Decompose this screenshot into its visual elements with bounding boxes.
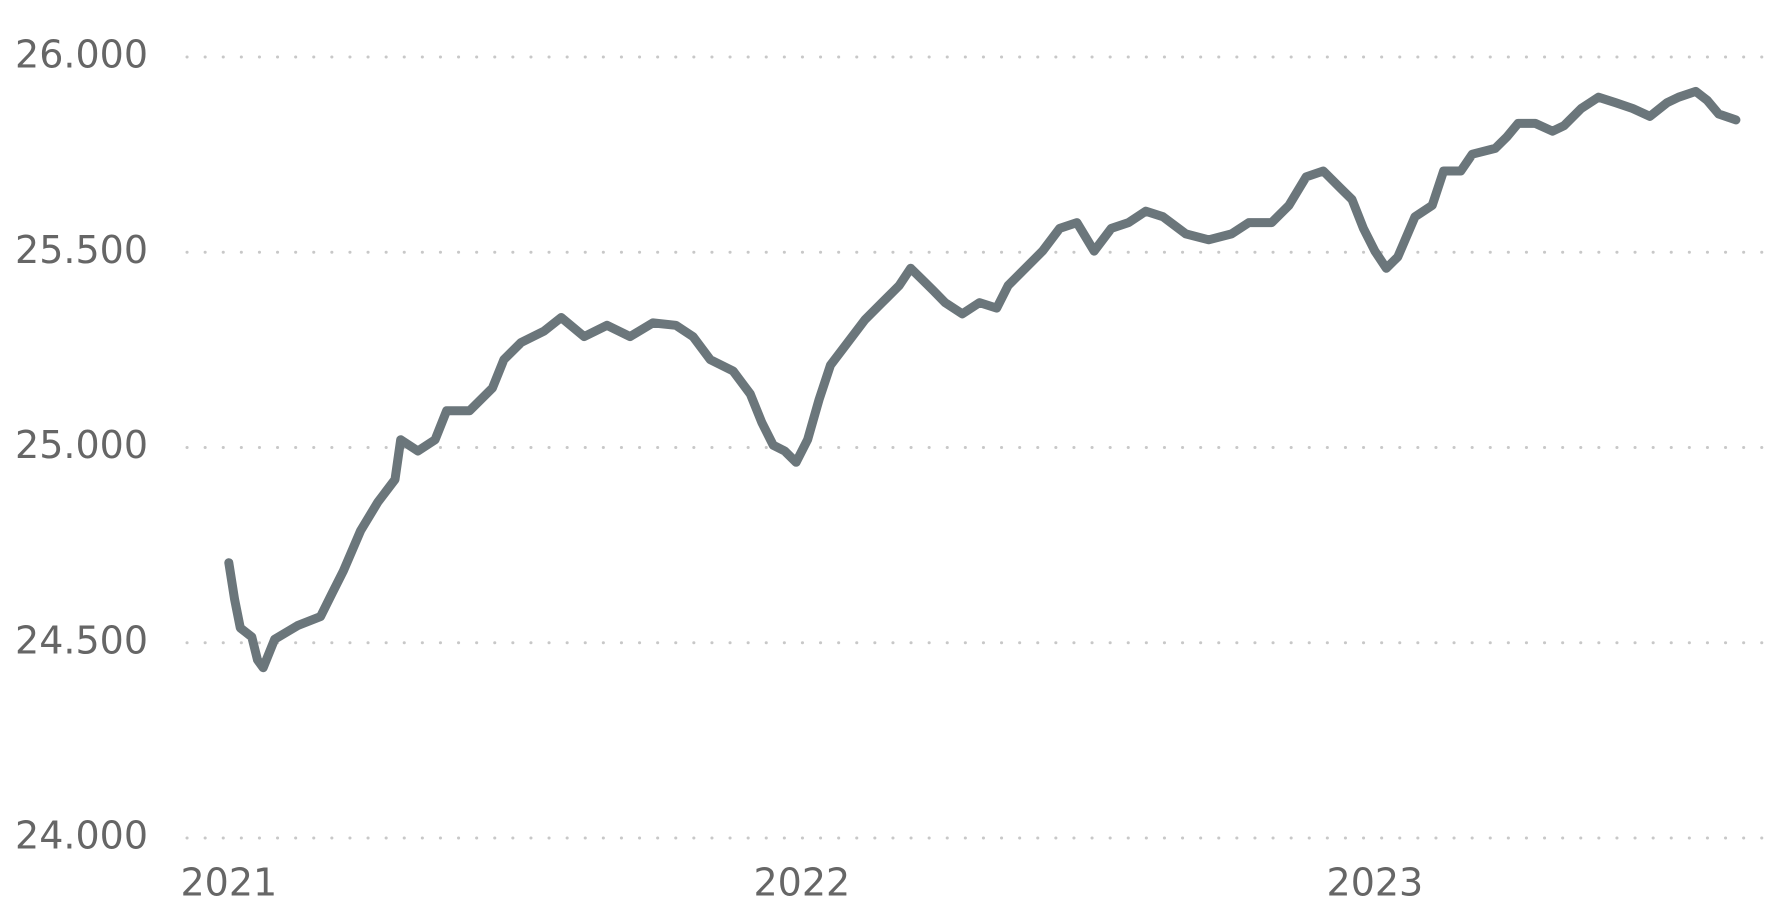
y-tick-label: 25.500 (15, 228, 148, 272)
x-tick-label: 2021 (180, 861, 277, 905)
line (224, 86, 1741, 673)
y-tick-label: 24.500 (15, 618, 148, 662)
y-tick-label: 24.000 (15, 814, 148, 858)
y-tick-label: 25.000 (15, 423, 148, 467)
x-tick-label: 2023 (1327, 861, 1424, 905)
y-tick-label: 26.000 (15, 33, 148, 77)
x-tick-label: 2022 (754, 861, 851, 905)
